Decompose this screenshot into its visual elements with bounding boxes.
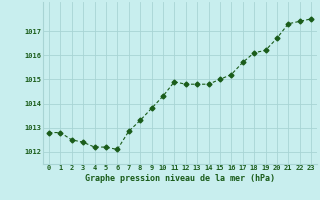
X-axis label: Graphe pression niveau de la mer (hPa): Graphe pression niveau de la mer (hPa) xyxy=(85,174,275,183)
